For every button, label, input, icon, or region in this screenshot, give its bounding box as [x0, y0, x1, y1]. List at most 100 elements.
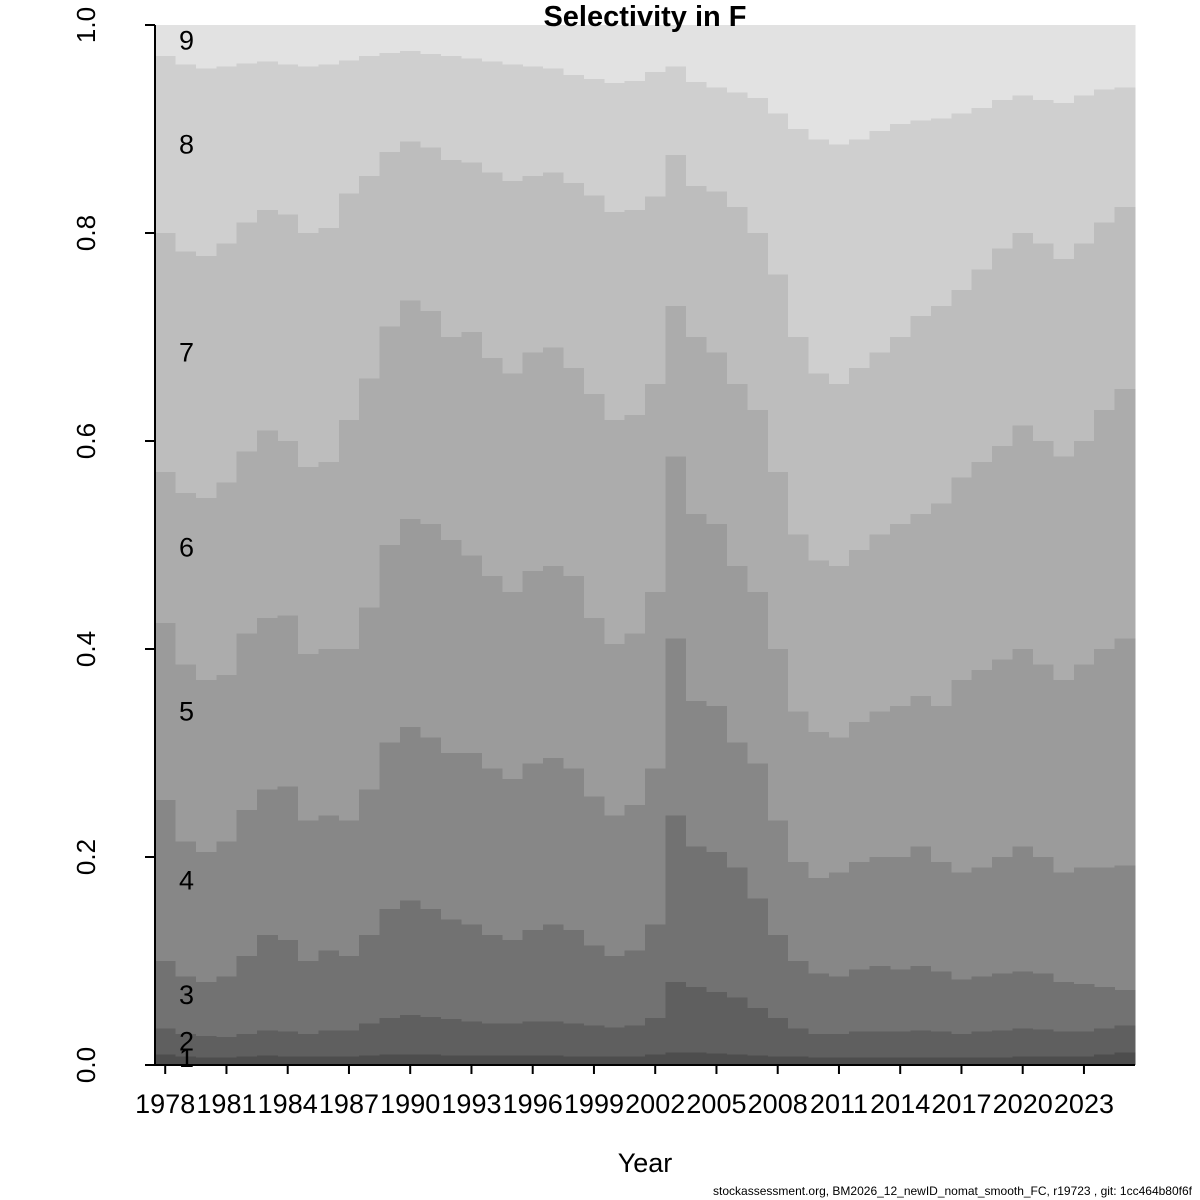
x-tick-label: 2014 — [870, 1089, 930, 1119]
bar-segment-age-1 — [849, 1057, 870, 1065]
bar-segment-age-2 — [338, 1030, 360, 1065]
bar-segment-age-2 — [992, 1030, 1013, 1065]
bar-segment-age-1 — [1114, 1052, 1136, 1065]
bar-segment-age-2 — [706, 992, 727, 1065]
bar-segment-age-1 — [338, 1056, 360, 1065]
bar-segment-age-1 — [1032, 1056, 1054, 1065]
bar-segment-age-1 — [1094, 1054, 1115, 1065]
x-tick-label: 1981 — [196, 1089, 256, 1119]
bar-segment-age-1 — [930, 1057, 952, 1065]
bar-segment-age-2 — [890, 1031, 911, 1065]
bar-segment-age-1 — [318, 1056, 340, 1065]
y-tick-label: 0.2 — [71, 839, 101, 875]
age-band-label: 1 — [179, 1043, 194, 1073]
bar-segment-age-1 — [971, 1057, 993, 1065]
bar-segment-age-2 — [787, 1028, 809, 1065]
y-tick-label: 0.0 — [71, 1047, 101, 1083]
bar-segment-age-2 — [522, 1021, 544, 1065]
bar-segment-age-1 — [155, 1054, 176, 1065]
bar-segment-age-2 — [583, 1025, 605, 1065]
bar-segment-age-2 — [542, 1021, 564, 1065]
bar-segment-age-2 — [318, 1030, 340, 1065]
x-tick-label: 2002 — [625, 1089, 685, 1119]
age-band-label: 5 — [179, 696, 194, 726]
bar-segment-age-1 — [257, 1055, 278, 1065]
bar-segment-age-2 — [624, 1025, 646, 1065]
bar-segment-age-2 — [440, 1019, 462, 1065]
bar-segment-age-1 — [236, 1056, 258, 1065]
bar-segment-age-1 — [747, 1055, 768, 1065]
bar-segment-age-1 — [665, 1052, 687, 1065]
bar-segment-age-2 — [767, 1018, 789, 1065]
x-tick-label: 2011 — [810, 1089, 868, 1119]
bar-segment-age-1 — [583, 1056, 605, 1065]
bar-segment-age-1 — [297, 1056, 319, 1065]
bar-segment-age-1 — [1053, 1056, 1075, 1065]
bar-segment-age-1 — [440, 1055, 462, 1065]
x-tick-label: 1978 — [135, 1089, 195, 1119]
bar-segment-age-2 — [461, 1021, 482, 1065]
bar-segment-age-1 — [828, 1057, 850, 1065]
age-band-label: 6 — [179, 533, 194, 563]
bar-segment-age-2 — [645, 1018, 666, 1065]
bar-segment-age-2 — [951, 1033, 972, 1065]
bar-segment-age-2 — [379, 1018, 401, 1065]
footer-run-info: stockassessment.org, BM2026_12_newID_nom… — [713, 1184, 1192, 1198]
bar-segment-age-1 — [604, 1056, 625, 1065]
bar-segment-age-2 — [481, 1023, 503, 1065]
bar-segment-age-1 — [379, 1054, 401, 1065]
bar-segment-age-1 — [808, 1057, 830, 1065]
x-tick-label: 2023 — [1054, 1089, 1114, 1119]
x-tick-label: 2005 — [686, 1089, 746, 1119]
bar-segment-age-2 — [563, 1023, 585, 1065]
bar-segment-age-1 — [951, 1057, 972, 1065]
bar-segment-age-1 — [400, 1054, 421, 1065]
bar-segment-age-1 — [461, 1055, 482, 1065]
bar-segment-age-2 — [400, 1015, 421, 1065]
bar-segment-age-2 — [1032, 1029, 1054, 1065]
bar-segment-age-2 — [971, 1031, 993, 1065]
bar-segment-age-2 — [726, 997, 748, 1065]
bar-segment-age-1 — [726, 1054, 748, 1065]
bar-segment-age-1 — [563, 1056, 585, 1065]
age-band-label: 2 — [179, 1027, 194, 1057]
bar-segment-age-1 — [890, 1057, 911, 1065]
bar-segment-age-2 — [277, 1031, 299, 1065]
bar-segment-age-1 — [910, 1057, 932, 1065]
bar-segment-age-2 — [869, 1031, 891, 1065]
bar-segment-age-2 — [747, 1007, 768, 1065]
bar-segment-age-1 — [195, 1057, 217, 1065]
bar-segment-age-2 — [1012, 1028, 1034, 1065]
bar-segment-age-1 — [992, 1057, 1013, 1065]
bar-segment-age-2 — [420, 1017, 442, 1065]
bar-segment-age-1 — [645, 1054, 666, 1065]
age-band-label: 4 — [179, 865, 194, 895]
bar-segment-age-1 — [1073, 1056, 1095, 1065]
bar-segment-age-1 — [277, 1056, 299, 1065]
bar-segment-age-2 — [930, 1031, 952, 1065]
bar-segment-age-2 — [828, 1033, 850, 1065]
bar-segment-age-2 — [910, 1030, 932, 1065]
age-band-label: 8 — [179, 130, 194, 160]
bar-segment-age-1 — [542, 1055, 564, 1065]
bar-segment-age-2 — [665, 981, 687, 1065]
x-tick-label: 2008 — [748, 1089, 808, 1119]
bar-segment-age-1 — [685, 1052, 707, 1065]
bar-segment-age-1 — [869, 1057, 891, 1065]
x-tick-label: 2020 — [993, 1089, 1053, 1119]
bar-segment-age-2 — [808, 1033, 830, 1065]
bar-segment-age-1 — [522, 1055, 544, 1065]
x-tick-label: 1996 — [503, 1089, 563, 1119]
x-tick-label: 1987 — [319, 1089, 379, 1119]
bar-segment-age-2 — [359, 1023, 380, 1065]
x-tick-label: 1999 — [564, 1089, 624, 1119]
bar-segment-age-1 — [787, 1056, 809, 1065]
x-tick-label: 1993 — [441, 1089, 501, 1119]
x-axis-title: Year — [617, 1148, 673, 1178]
age-band-label: 3 — [179, 980, 194, 1010]
bar-segment-age-1 — [481, 1055, 503, 1065]
y-tick-label: 0.8 — [71, 215, 101, 251]
bar-segment-age-1 — [175, 1056, 197, 1065]
